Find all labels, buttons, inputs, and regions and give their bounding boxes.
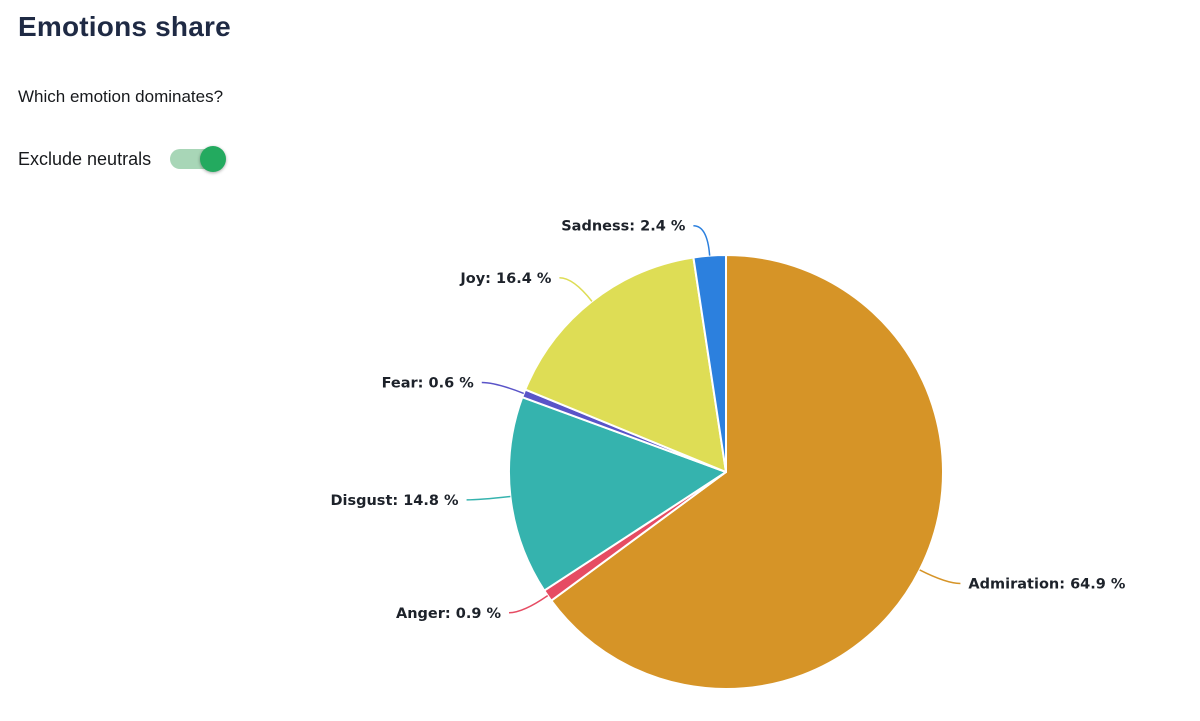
label-line-anger	[509, 595, 549, 614]
label-line-sadness	[693, 224, 711, 256]
exclude-neutrals-label: Exclude neutrals	[18, 148, 152, 169]
label-line-fear	[481, 381, 525, 395]
slice-label-fear: Fear: 0.6 %	[382, 376, 475, 392]
pie-slice-joy[interactable]	[524, 256, 727, 473]
slice-label-disgust: Disgust: 14.8 %	[330, 493, 459, 509]
label-line-admiration	[919, 569, 961, 585]
pie-slice-disgust[interactable]	[508, 396, 727, 592]
slice-label-joy: Joy: 16.4 %	[459, 271, 551, 287]
pie-slice-admiration[interactable]	[550, 254, 944, 690]
slice-label-admiration: Admiration: 64.9 %	[968, 576, 1125, 592]
page-title: Emotions share	[18, 11, 231, 42]
label-line-disgust	[466, 495, 511, 501]
label-line-joy	[559, 277, 593, 302]
slice-label-sadness: Sadness: 2.4 %	[561, 219, 686, 235]
exclude-neutrals-switch[interactable]	[168, 146, 227, 172]
switch-thumb[interactable]	[200, 146, 227, 172]
exclude-neutrals-row: Exclude neutrals	[18, 146, 227, 172]
page-subtitle: Which emotion dominates?	[18, 87, 224, 106]
slice-label-anger: Anger: 0.9 %	[396, 606, 501, 622]
